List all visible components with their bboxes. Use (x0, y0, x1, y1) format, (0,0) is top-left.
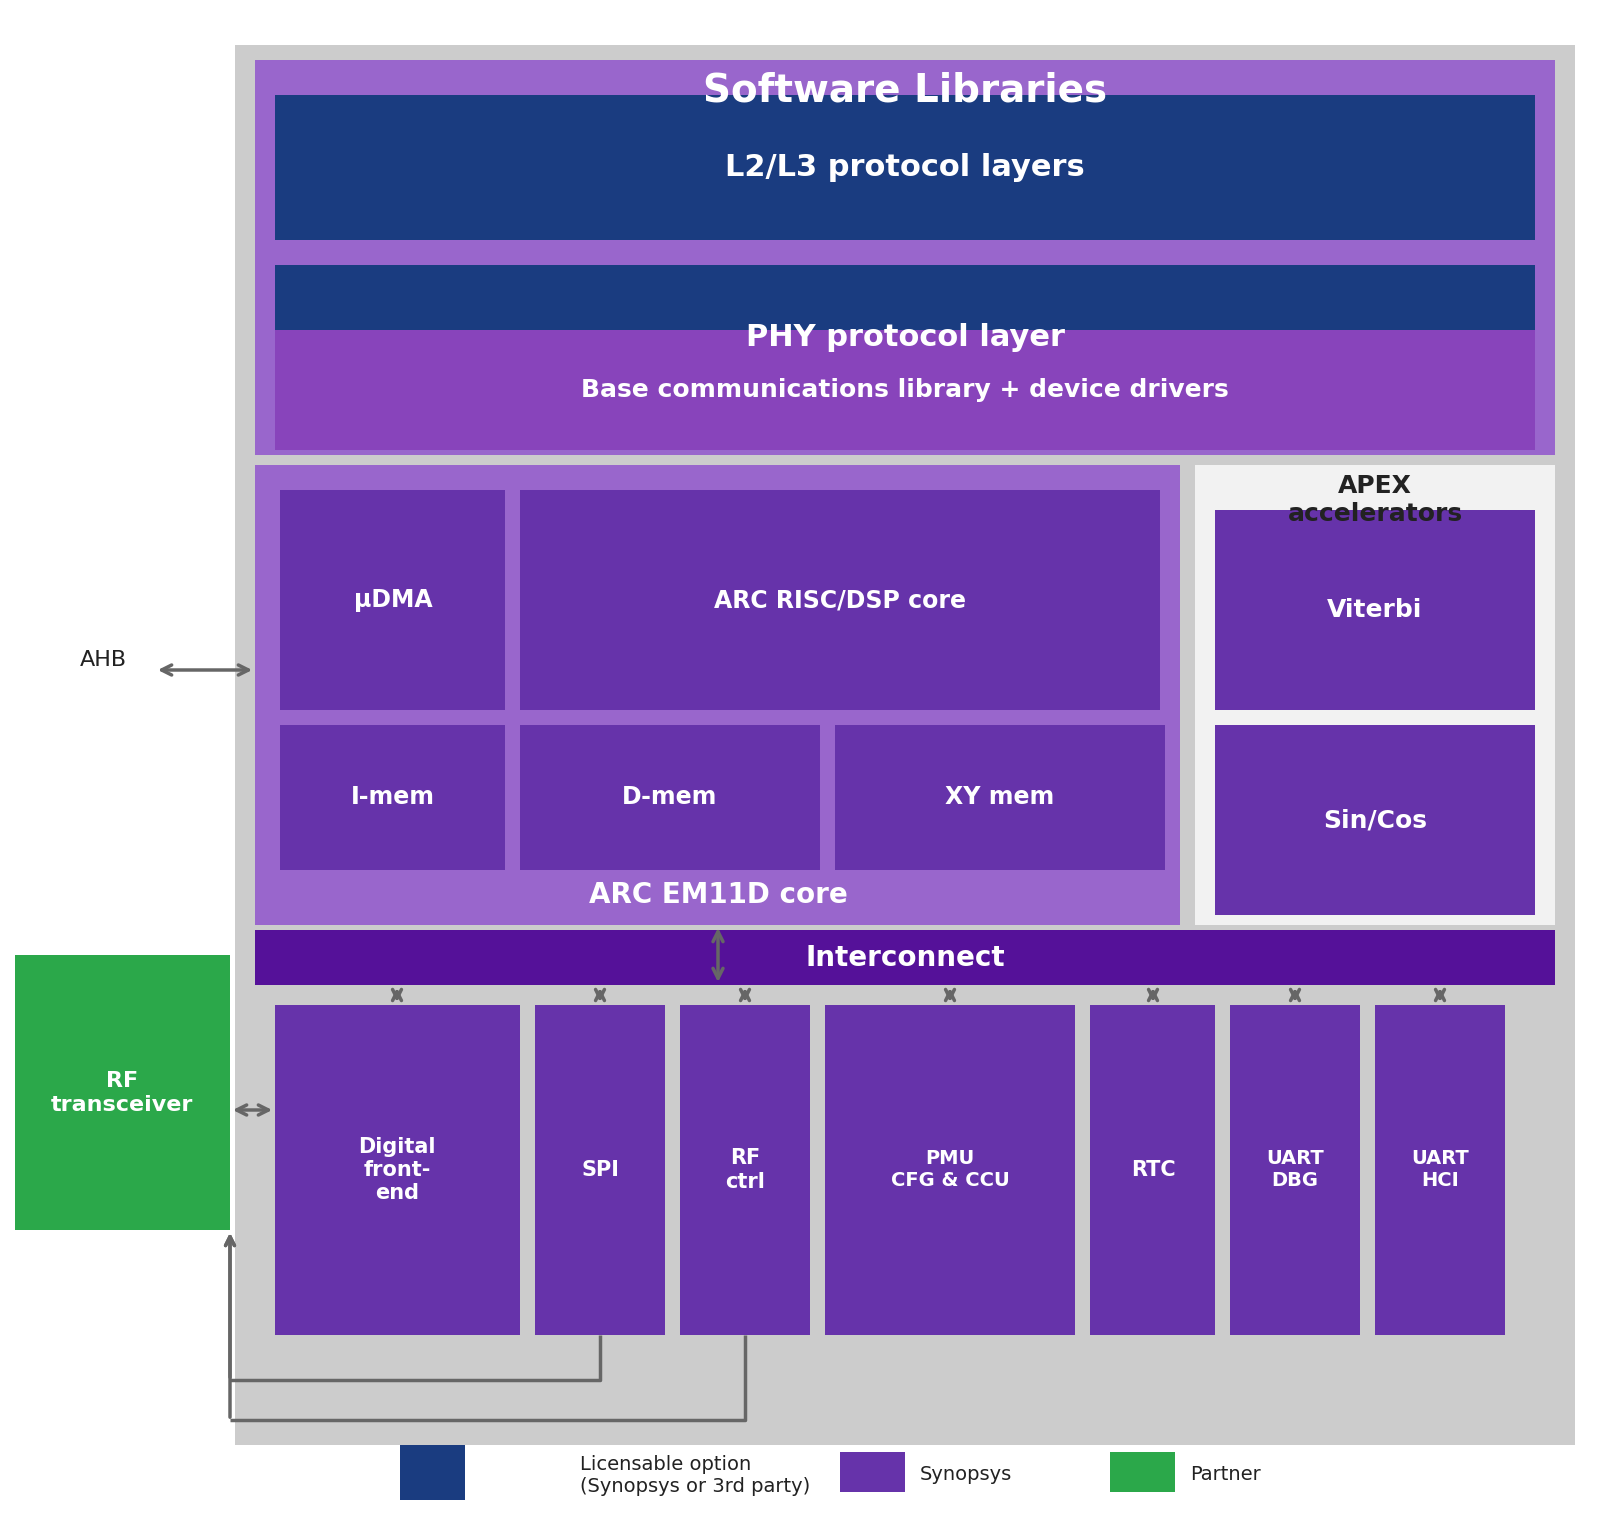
Text: Software Libraries: Software Libraries (702, 70, 1107, 109)
Bar (275, 265, 1534, 410)
Text: PMU
CFG & CCU: PMU CFG & CCU (891, 1149, 1010, 1190)
Text: SPI: SPI (581, 1160, 619, 1180)
Bar (280, 490, 506, 710)
Bar (1090, 1005, 1214, 1336)
Bar (14, 955, 230, 1230)
Bar (254, 60, 1555, 454)
Text: RF
transceiver: RF transceiver (51, 1071, 194, 1114)
Text: RTC: RTC (1131, 1160, 1176, 1180)
Text: ARC EM11D core: ARC EM11D core (589, 881, 848, 909)
Text: APEX
accelerators: APEX accelerators (1288, 474, 1462, 526)
Bar (534, 1005, 666, 1336)
Text: UART
DBG: UART DBG (1266, 1149, 1323, 1190)
Text: L2/L3 protocol layers: L2/L3 protocol layers (725, 153, 1085, 182)
Bar (1214, 725, 1534, 915)
Bar (835, 725, 1165, 871)
Bar (826, 1005, 1075, 1336)
Bar (520, 725, 819, 871)
Text: Synopsys: Synopsys (920, 1466, 1013, 1484)
Text: XY mem: XY mem (946, 785, 1054, 809)
Text: RF
ctrl: RF ctrl (725, 1149, 765, 1192)
Text: μDMA: μDMA (354, 588, 432, 612)
Text: Digital
front-
end: Digital front- end (358, 1137, 435, 1203)
Bar (680, 1005, 810, 1336)
Bar (1374, 1005, 1506, 1336)
Bar (254, 930, 1555, 985)
Bar (275, 330, 1534, 450)
Bar (1214, 509, 1534, 710)
Text: Licensable option
(Synopsys or 3rd party): Licensable option (Synopsys or 3rd party… (579, 1455, 810, 1495)
Bar (520, 490, 1160, 710)
Bar (280, 725, 506, 871)
Text: UART
HCI: UART HCI (1411, 1149, 1469, 1190)
Text: ARC RISC/DSP core: ARC RISC/DSP core (714, 588, 966, 612)
Bar (235, 44, 1574, 1444)
Text: Sin/Cos: Sin/Cos (1323, 808, 1427, 832)
Bar (254, 465, 1181, 926)
Text: D-mem: D-mem (622, 785, 718, 809)
Bar (1110, 1452, 1174, 1492)
Bar (400, 1444, 466, 1499)
Bar (275, 95, 1534, 240)
Bar (275, 1005, 520, 1336)
Bar (1195, 465, 1555, 926)
Text: Partner: Partner (1190, 1466, 1261, 1484)
Text: Interconnect: Interconnect (805, 944, 1005, 972)
Text: AHB: AHB (80, 650, 126, 670)
Text: Viterbi: Viterbi (1328, 598, 1422, 623)
Text: I-mem: I-mem (350, 785, 435, 809)
Bar (1230, 1005, 1360, 1336)
Text: Base communications library + device drivers: Base communications library + device dri… (581, 378, 1229, 402)
Text: PHY protocol layer: PHY protocol layer (746, 323, 1064, 352)
Bar (840, 1452, 906, 1492)
